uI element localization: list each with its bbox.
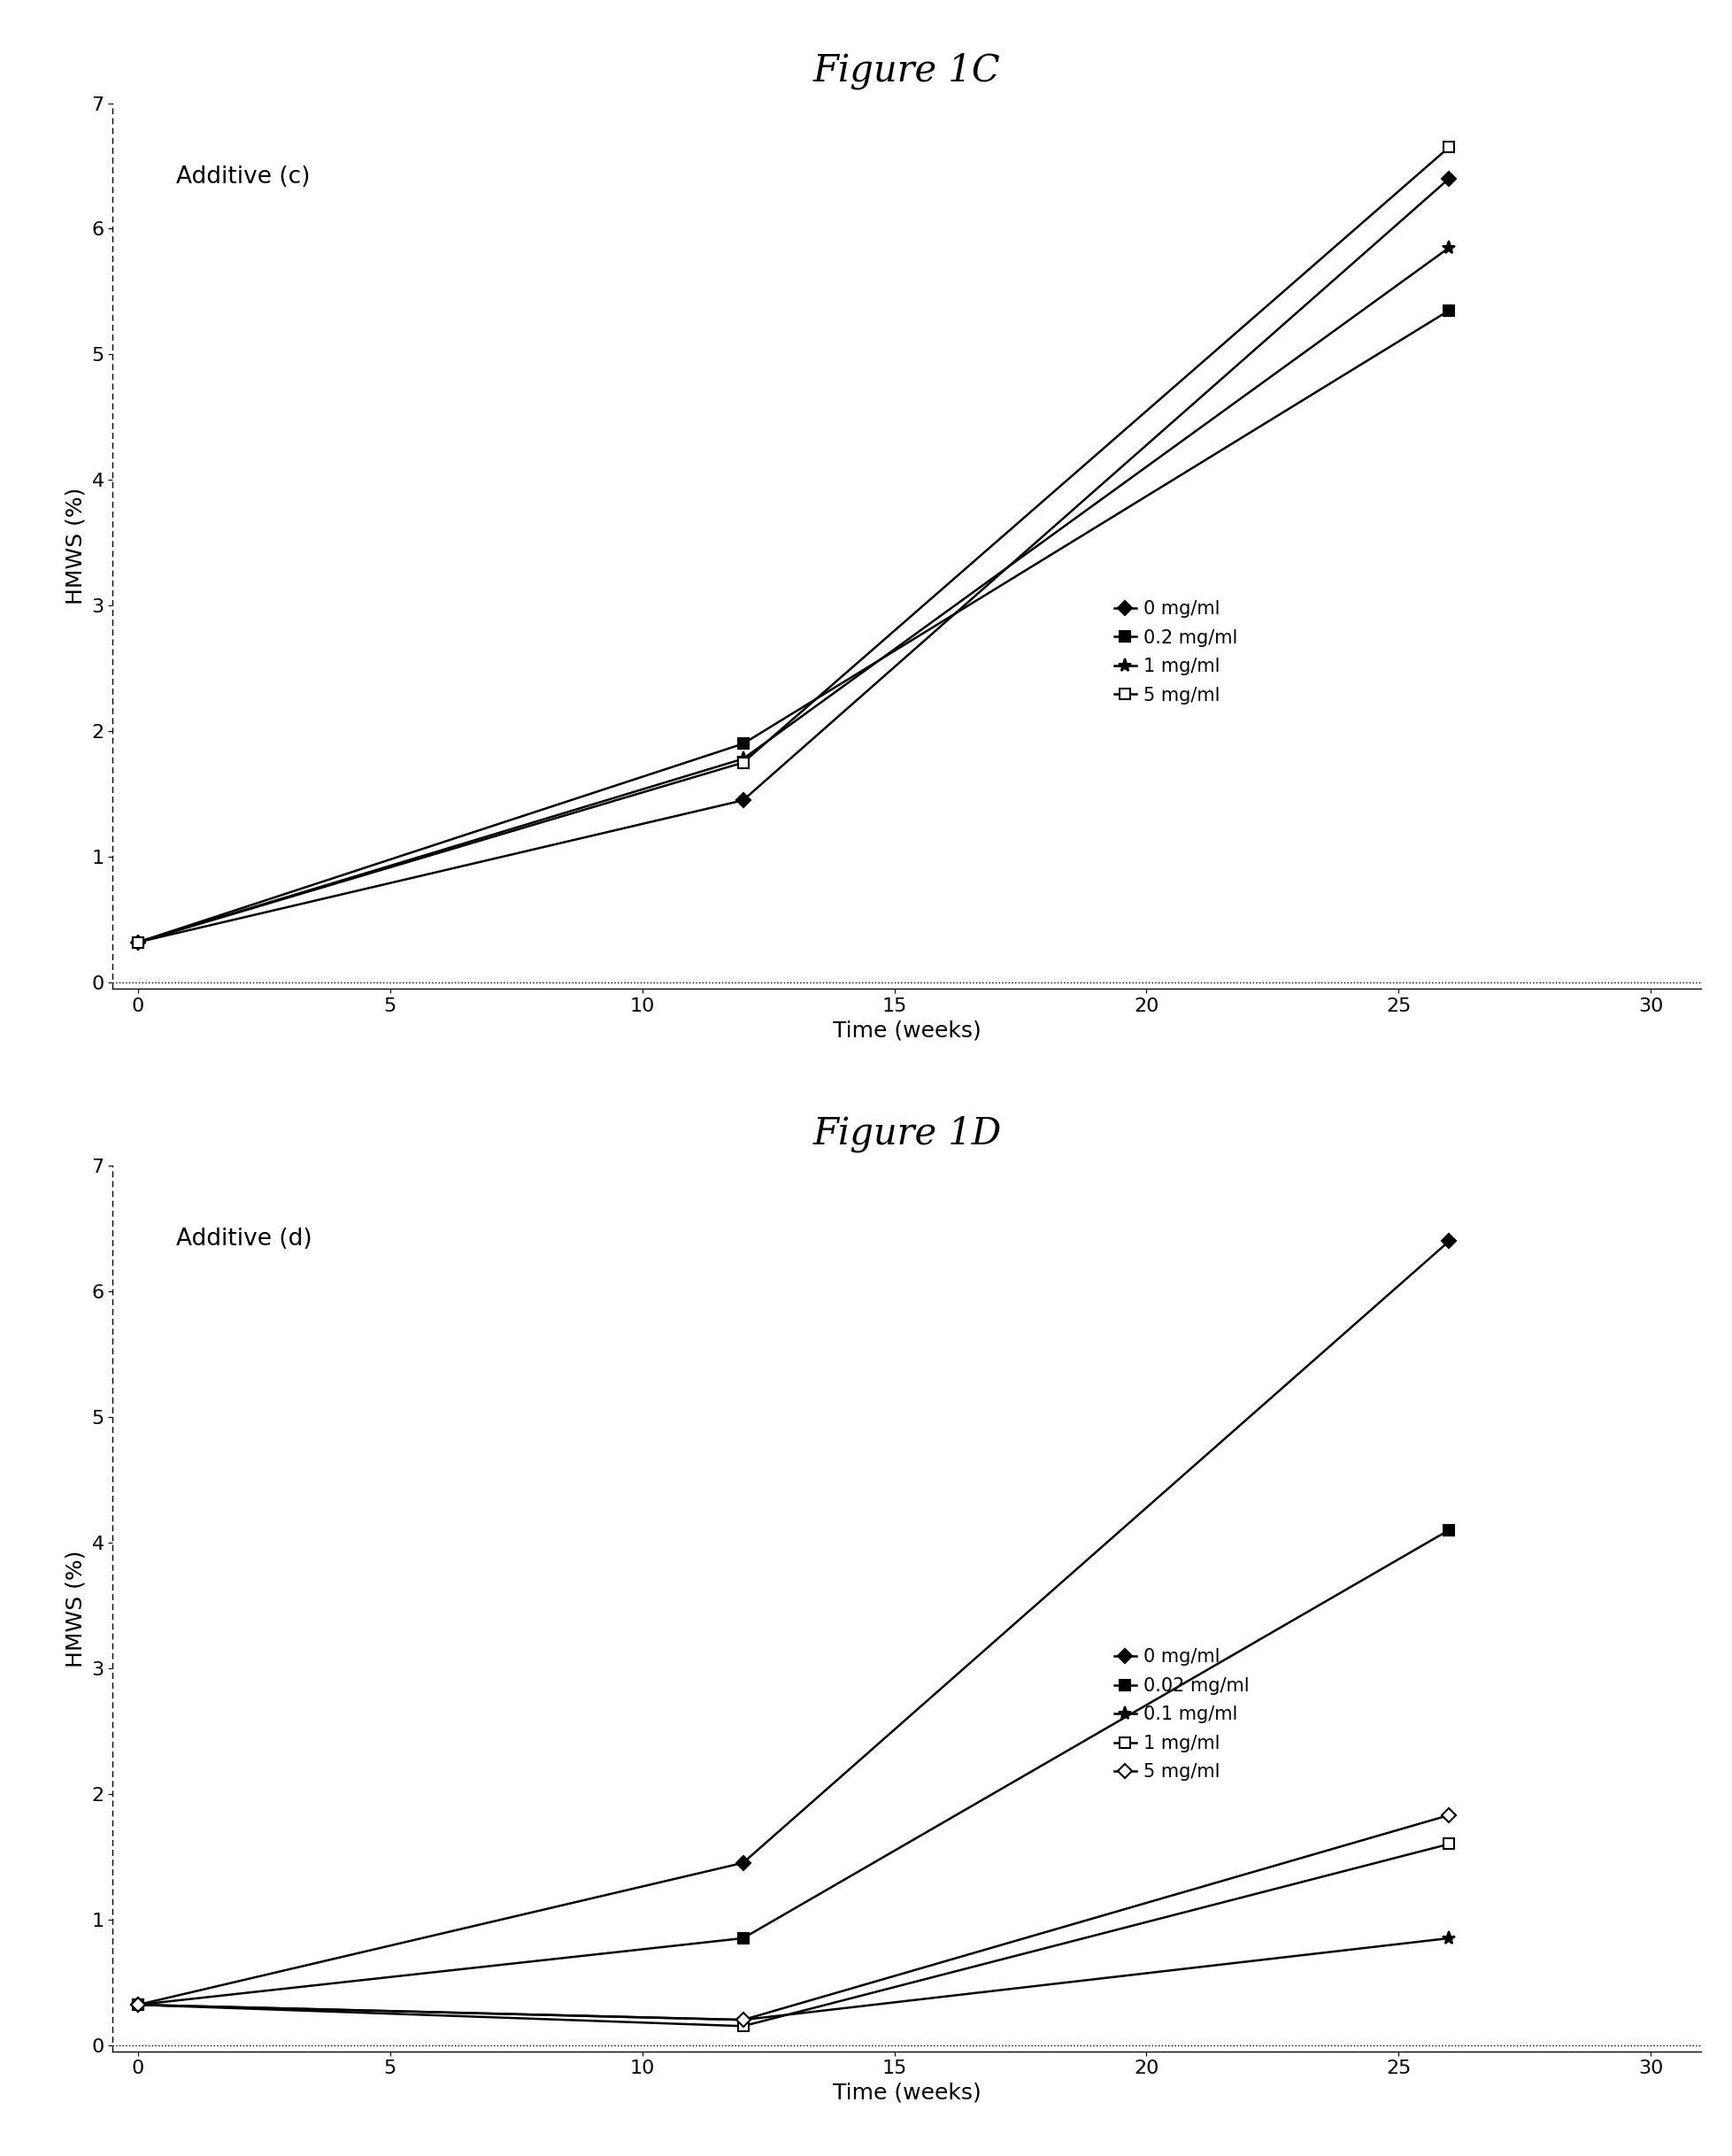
- Line: 5 mg/ml: 5 mg/ml: [133, 1811, 1455, 2024]
- 1 mg/ml: [128, 1992, 149, 2018]
- Line: 0.2 mg/ml: 0.2 mg/ml: [133, 306, 1455, 946]
- 0.02 mg/ml: [733, 1925, 753, 1951]
- 0.2 mg/ml: [733, 731, 753, 757]
- 5 mg/ml: [128, 1992, 149, 2018]
- Line: 5 mg/ml: 5 mg/ml: [132, 142, 1455, 949]
- X-axis label: Time (weeks): Time (weeks): [833, 1020, 982, 1041]
- 1 mg/ml: [1439, 235, 1460, 261]
- Line: 0.02 mg/ml: 0.02 mg/ml: [133, 1524, 1455, 2009]
- 0.1 mg/ml: [128, 1992, 149, 2018]
- 0.2 mg/ml: [1439, 298, 1460, 323]
- Title: Figure 1D: Figure 1D: [812, 1115, 1001, 1151]
- 5 mg/ml: [1439, 134, 1460, 160]
- 5 mg/ml: [733, 750, 753, 776]
- 5 mg/ml: [733, 2007, 753, 2033]
- Line: 0 mg/ml: 0 mg/ml: [133, 1235, 1455, 2009]
- 5 mg/ml: [128, 929, 149, 955]
- 0.1 mg/ml: [1439, 1925, 1460, 1951]
- X-axis label: Time (weeks): Time (weeks): [833, 2083, 982, 2104]
- Line: 0 mg/ml: 0 mg/ml: [133, 175, 1455, 946]
- 0 mg/ml: [1439, 166, 1460, 192]
- Line: 1 mg/ml: 1 mg/ml: [132, 1839, 1455, 2031]
- 0 mg/ml: [733, 1850, 753, 1876]
- 0.2 mg/ml: [128, 929, 149, 955]
- 0.1 mg/ml: [733, 2007, 753, 2033]
- Title: Figure 1C: Figure 1C: [814, 52, 1001, 88]
- 0 mg/ml: [1439, 1229, 1460, 1255]
- Line: 0.1 mg/ml: 0.1 mg/ml: [132, 1932, 1457, 2027]
- 0 mg/ml: [128, 1992, 149, 2018]
- 0.02 mg/ml: [1439, 1518, 1460, 1544]
- 0 mg/ml: [128, 929, 149, 955]
- 1 mg/ml: [733, 2014, 753, 2040]
- Line: 1 mg/ml: 1 mg/ml: [132, 241, 1457, 949]
- Text: Additive (c): Additive (c): [177, 166, 310, 188]
- Legend: 0 mg/ml, 0.2 mg/ml, 1 mg/ml, 5 mg/ml: 0 mg/ml, 0.2 mg/ml, 1 mg/ml, 5 mg/ml: [1107, 593, 1245, 711]
- 1 mg/ml: [1439, 1830, 1460, 1856]
- Y-axis label: HMWS (%): HMWS (%): [66, 1550, 87, 1667]
- 1 mg/ml: [128, 929, 149, 955]
- 0.02 mg/ml: [128, 1992, 149, 2018]
- Legend: 0 mg/ml, 0.02 mg/ml, 0.1 mg/ml, 1 mg/ml, 5 mg/ml: 0 mg/ml, 0.02 mg/ml, 0.1 mg/ml, 1 mg/ml,…: [1107, 1641, 1257, 1789]
- Y-axis label: HMWS (%): HMWS (%): [66, 487, 87, 604]
- Text: Additive (d): Additive (d): [177, 1227, 312, 1250]
- 0 mg/ml: [733, 787, 753, 813]
- 5 mg/ml: [1439, 1802, 1460, 1828]
- 1 mg/ml: [733, 746, 753, 772]
